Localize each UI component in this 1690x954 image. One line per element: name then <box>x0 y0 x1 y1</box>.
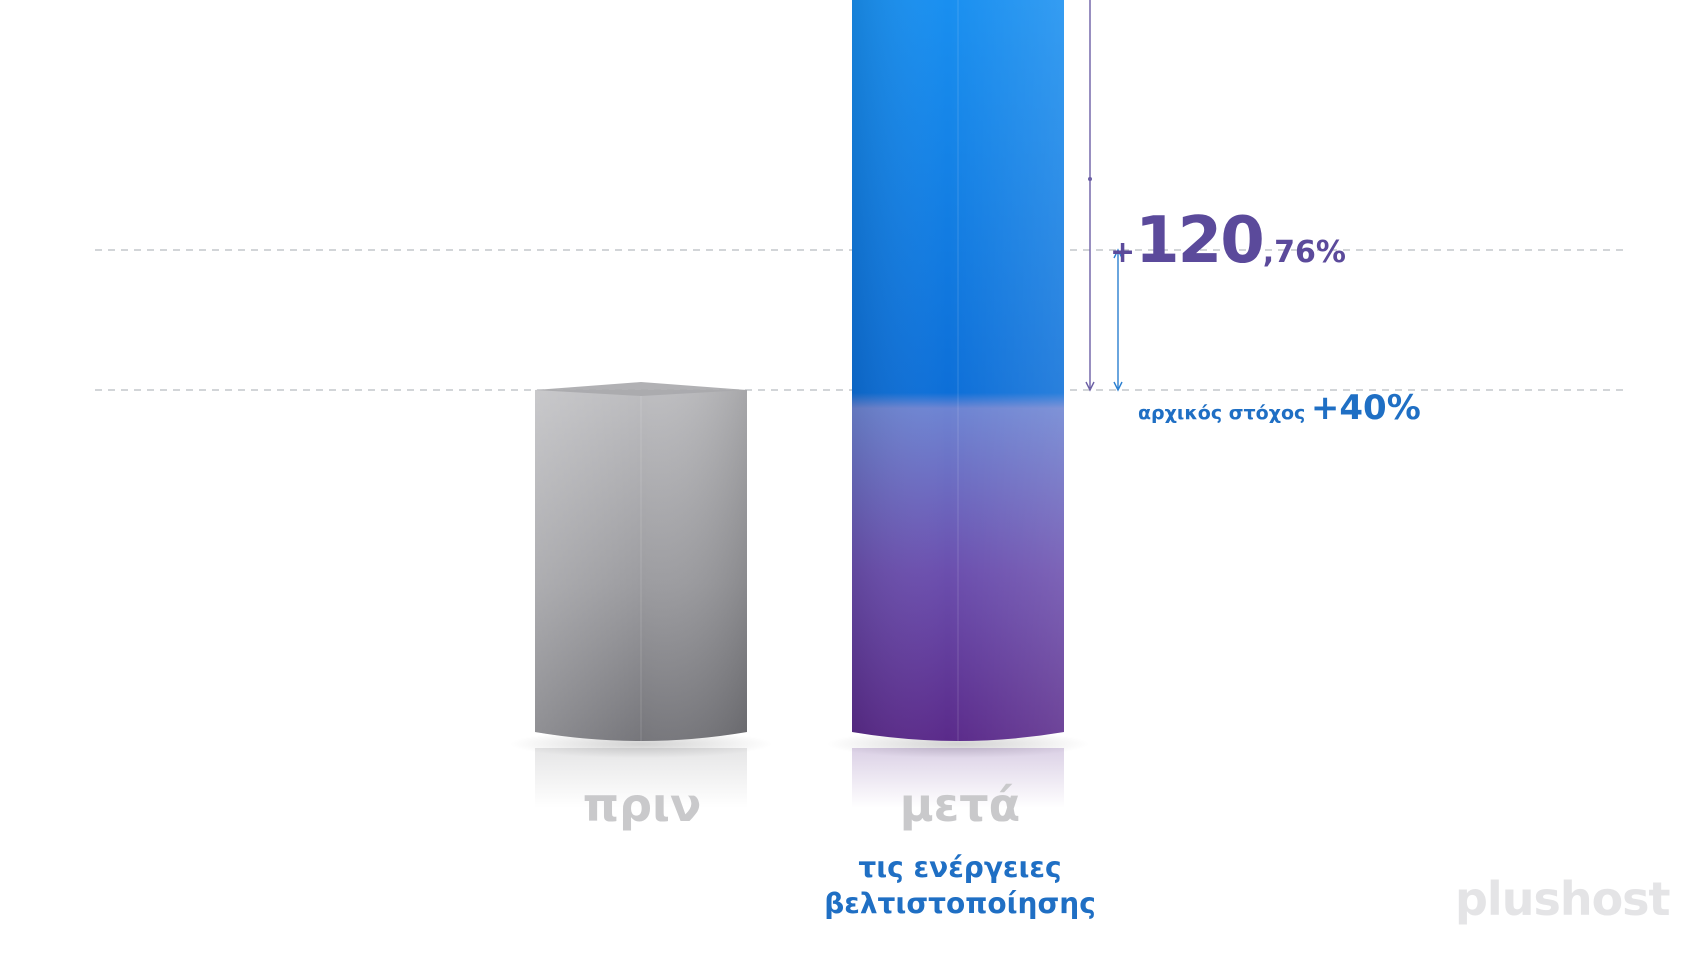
target-prefix: + <box>1310 388 1340 428</box>
bar-reflection <box>535 748 747 808</box>
gridlines <box>130 67 1560 756</box>
bar-reflection <box>852 748 1064 808</box>
increase-arrow <box>1085 0 1095 392</box>
bar-after <box>826 0 1090 808</box>
target-arrow <box>1113 248 1123 392</box>
bar-before <box>509 382 773 808</box>
increase-annotation: +120,76% <box>1110 204 1346 278</box>
after-subtitle-line1: τις ενέργειες <box>858 851 1062 884</box>
bar-front-shading <box>535 390 747 741</box>
target-annotation: αρχικός στόχος +40% <box>1138 388 1421 428</box>
bar-top <box>535 382 747 396</box>
after-subtitle: τις ενέργειες βελτιστοποίησης <box>770 850 1150 922</box>
bar-front-shading <box>852 0 1064 741</box>
after-subtitle-line2: βελτιστοποίησης <box>824 887 1096 920</box>
increase-arrow-dot <box>1088 177 1092 181</box>
category-label-after: μετά <box>899 778 1021 832</box>
bars <box>509 0 1090 808</box>
brand-logo: plushost <box>1455 872 1671 926</box>
increase-decimal: ,76% <box>1262 235 1346 270</box>
reference-lines <box>95 249 1625 391</box>
category-label-before: πριν <box>582 778 702 832</box>
increase-prefix: + <box>1110 235 1136 270</box>
target-label: αρχικός στόχος <box>1138 402 1306 424</box>
target-value: 40% <box>1339 388 1421 428</box>
dimension-arrows <box>1085 0 1123 392</box>
increase-integer: 120 <box>1135 204 1265 278</box>
